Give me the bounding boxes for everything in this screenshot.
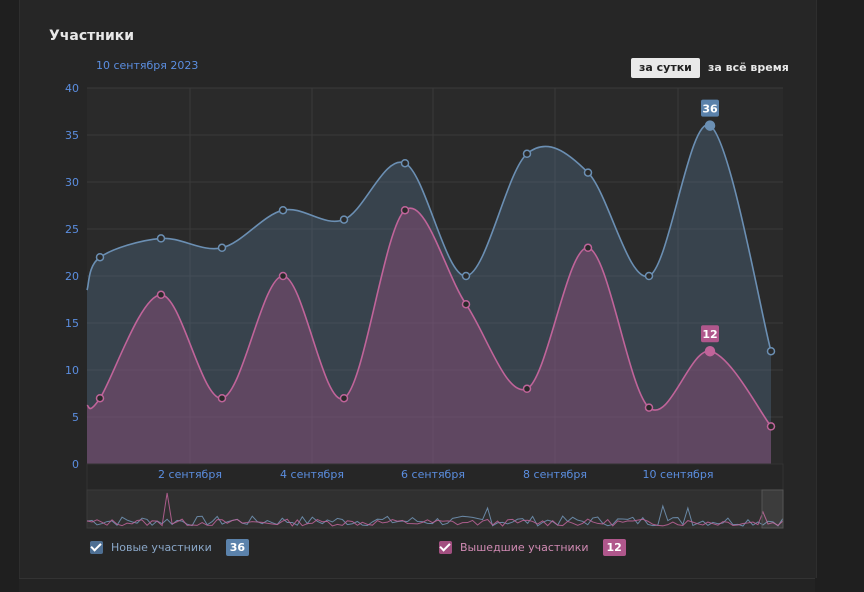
- checkbox-icon[interactable]: [439, 540, 452, 554]
- series-line-new: [86, 124, 772, 352]
- legend-new-badge: 36: [225, 538, 250, 556]
- data-point-new[interactable]: [95, 252, 105, 262]
- data-point-left[interactable]: [95, 393, 105, 403]
- y-tick-label: 10: [65, 364, 79, 377]
- y-tick-label: 20: [65, 270, 79, 283]
- legend-new-label: Новые участники: [111, 540, 212, 554]
- data-point-new[interactable]: [522, 149, 532, 159]
- data-point-left[interactable]: [217, 393, 227, 403]
- x-tick-label: 2 сентября: [158, 468, 222, 481]
- date-label: 10 сентября 2023: [96, 59, 199, 72]
- x-tick-label: 4 сентября: [280, 468, 344, 481]
- value-badge-new: [701, 99, 719, 117]
- series-area-left: [87, 208, 771, 464]
- y-tick-label: 0: [72, 458, 79, 471]
- data-point-left[interactable]: [583, 243, 593, 253]
- value-badge-text: 36: [702, 103, 718, 116]
- period-all-button[interactable]: за всё время: [708, 61, 789, 74]
- data-point-left[interactable]: [339, 393, 349, 403]
- data-point-new[interactable]: [278, 205, 288, 215]
- data-point-left[interactable]: [278, 271, 288, 281]
- navigator[interactable]: [86, 489, 784, 529]
- y-tick-label: 40: [65, 82, 79, 95]
- checkbox-icon[interactable]: [90, 540, 103, 554]
- data-point-left[interactable]: [644, 403, 654, 412]
- period-day-button[interactable]: за сутки: [631, 58, 700, 78]
- data-point-new[interactable]: [217, 243, 227, 253]
- data-point-left[interactable]: [156, 290, 166, 300]
- legend-new[interactable]: Новые участники 36: [90, 537, 250, 557]
- legend-left-label: Вышедшие участники: [460, 540, 589, 554]
- x-tick-label: 10 сентября: [643, 468, 714, 481]
- data-point-new[interactable]: [339, 215, 349, 224]
- data-point-left[interactable]: [704, 345, 716, 357]
- page-title: Участники: [49, 28, 135, 44]
- data-point-new[interactable]: [156, 234, 166, 243]
- y-tick-label: 5: [72, 411, 79, 424]
- y-tick-label: 30: [65, 176, 79, 189]
- y-tick-label: 35: [65, 129, 79, 142]
- data-point-new[interactable]: [461, 271, 471, 281]
- panel-bottom-strip: [19, 578, 815, 592]
- y-tick-label: 15: [65, 317, 79, 330]
- value-badge-text: 12: [702, 328, 717, 341]
- data-point-new[interactable]: [644, 271, 654, 281]
- legend-left-badge: 12: [602, 538, 626, 556]
- data-point-new[interactable]: [400, 158, 410, 168]
- data-point-new[interactable]: [704, 120, 716, 131]
- data-point-left[interactable]: [522, 384, 532, 394]
- navigator-handle[interactable]: [761, 489, 784, 529]
- data-point-new[interactable]: [766, 346, 776, 356]
- data-point-left[interactable]: [766, 422, 776, 431]
- legend-left[interactable]: Вышедшие участники 12: [439, 537, 626, 557]
- y-tick-label: 25: [65, 223, 79, 236]
- value-badge-left: [701, 325, 719, 343]
- data-point-left[interactable]: [461, 299, 471, 309]
- navigator-series-left: [86, 492, 784, 527]
- data-point-left[interactable]: [400, 205, 410, 215]
- x-tick-label: 8 сентября: [523, 468, 587, 481]
- x-tick-label: 6 сентября: [401, 468, 465, 481]
- series-area-new: [87, 124, 771, 464]
- data-point-new[interactable]: [583, 168, 593, 177]
